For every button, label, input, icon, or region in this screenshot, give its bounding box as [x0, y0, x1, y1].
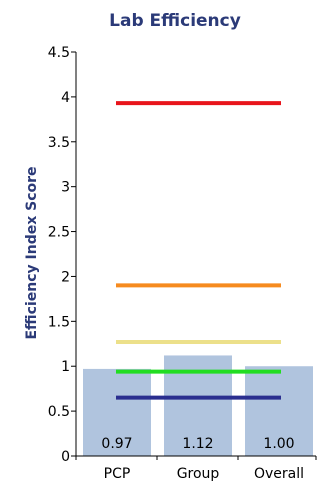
bar-overall: [245, 366, 313, 456]
y-tick-label: 1.5: [48, 314, 70, 330]
y-tick-label: 1: [61, 359, 70, 375]
y-tick-label: 2.5: [48, 225, 70, 241]
data-label: 1.12: [182, 436, 213, 452]
y-tick-label: 0: [61, 449, 70, 465]
y-tick-label: 4: [61, 90, 70, 106]
x-tick-label: Overall: [254, 466, 304, 482]
y-axis-label: Efficiency Index Score: [24, 166, 40, 339]
data-label: 0.97: [101, 436, 132, 452]
x-tick-label: Group: [177, 466, 220, 482]
data-label: 1.00: [263, 436, 294, 452]
y-tick-label: 4.5: [48, 45, 70, 61]
chart-title: Lab Efficiency: [109, 11, 241, 31]
y-tick-label: 3: [61, 180, 70, 196]
y-tick-label: 3.5: [48, 135, 70, 151]
bar-pcp: [83, 368, 151, 456]
x-tick-label: PCP: [104, 466, 131, 482]
plot-area: 0 0.5 1 1.5 2 2.5 3 3.5 4 4.5 PCP 0.97 Group 1.12 Over…: [48, 45, 317, 482]
y-tick-label: 2: [61, 269, 70, 285]
y-tick-label: 0.5: [48, 404, 70, 420]
